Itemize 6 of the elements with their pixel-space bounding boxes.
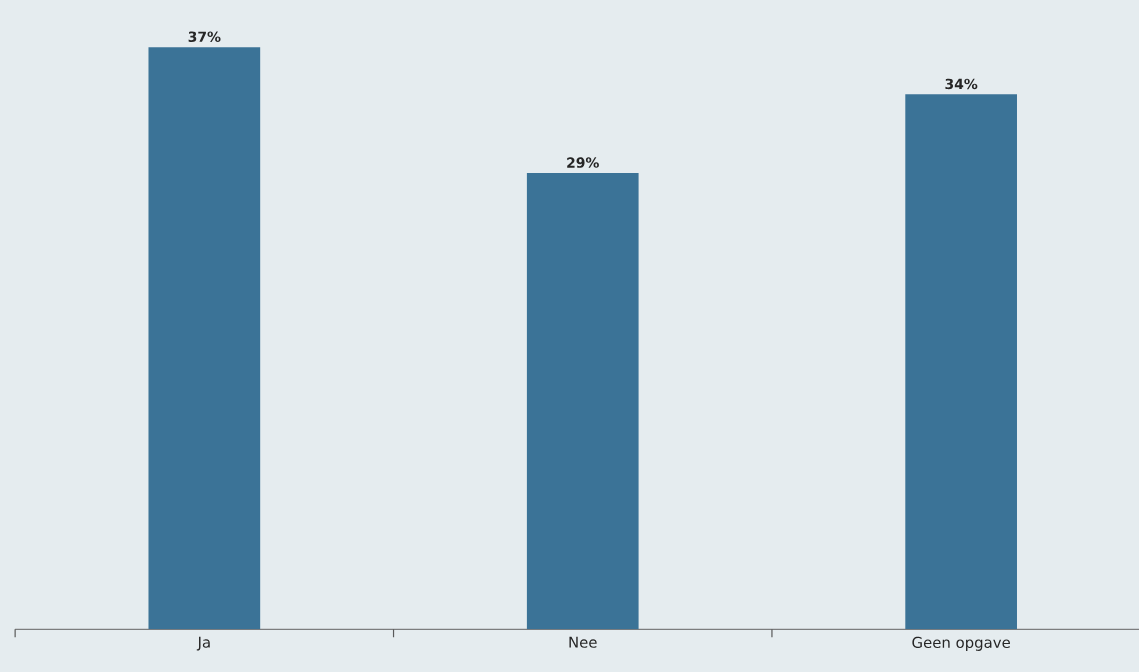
x-tick-label: Ja	[196, 636, 210, 651]
x-tick-label: Nee	[569, 636, 597, 648]
data-label: 34%	[945, 78, 978, 90]
data-label: 37%	[188, 31, 221, 42]
x-tick-label: Geen opgave	[912, 636, 1010, 651]
data-label: 29%	[567, 157, 599, 168]
